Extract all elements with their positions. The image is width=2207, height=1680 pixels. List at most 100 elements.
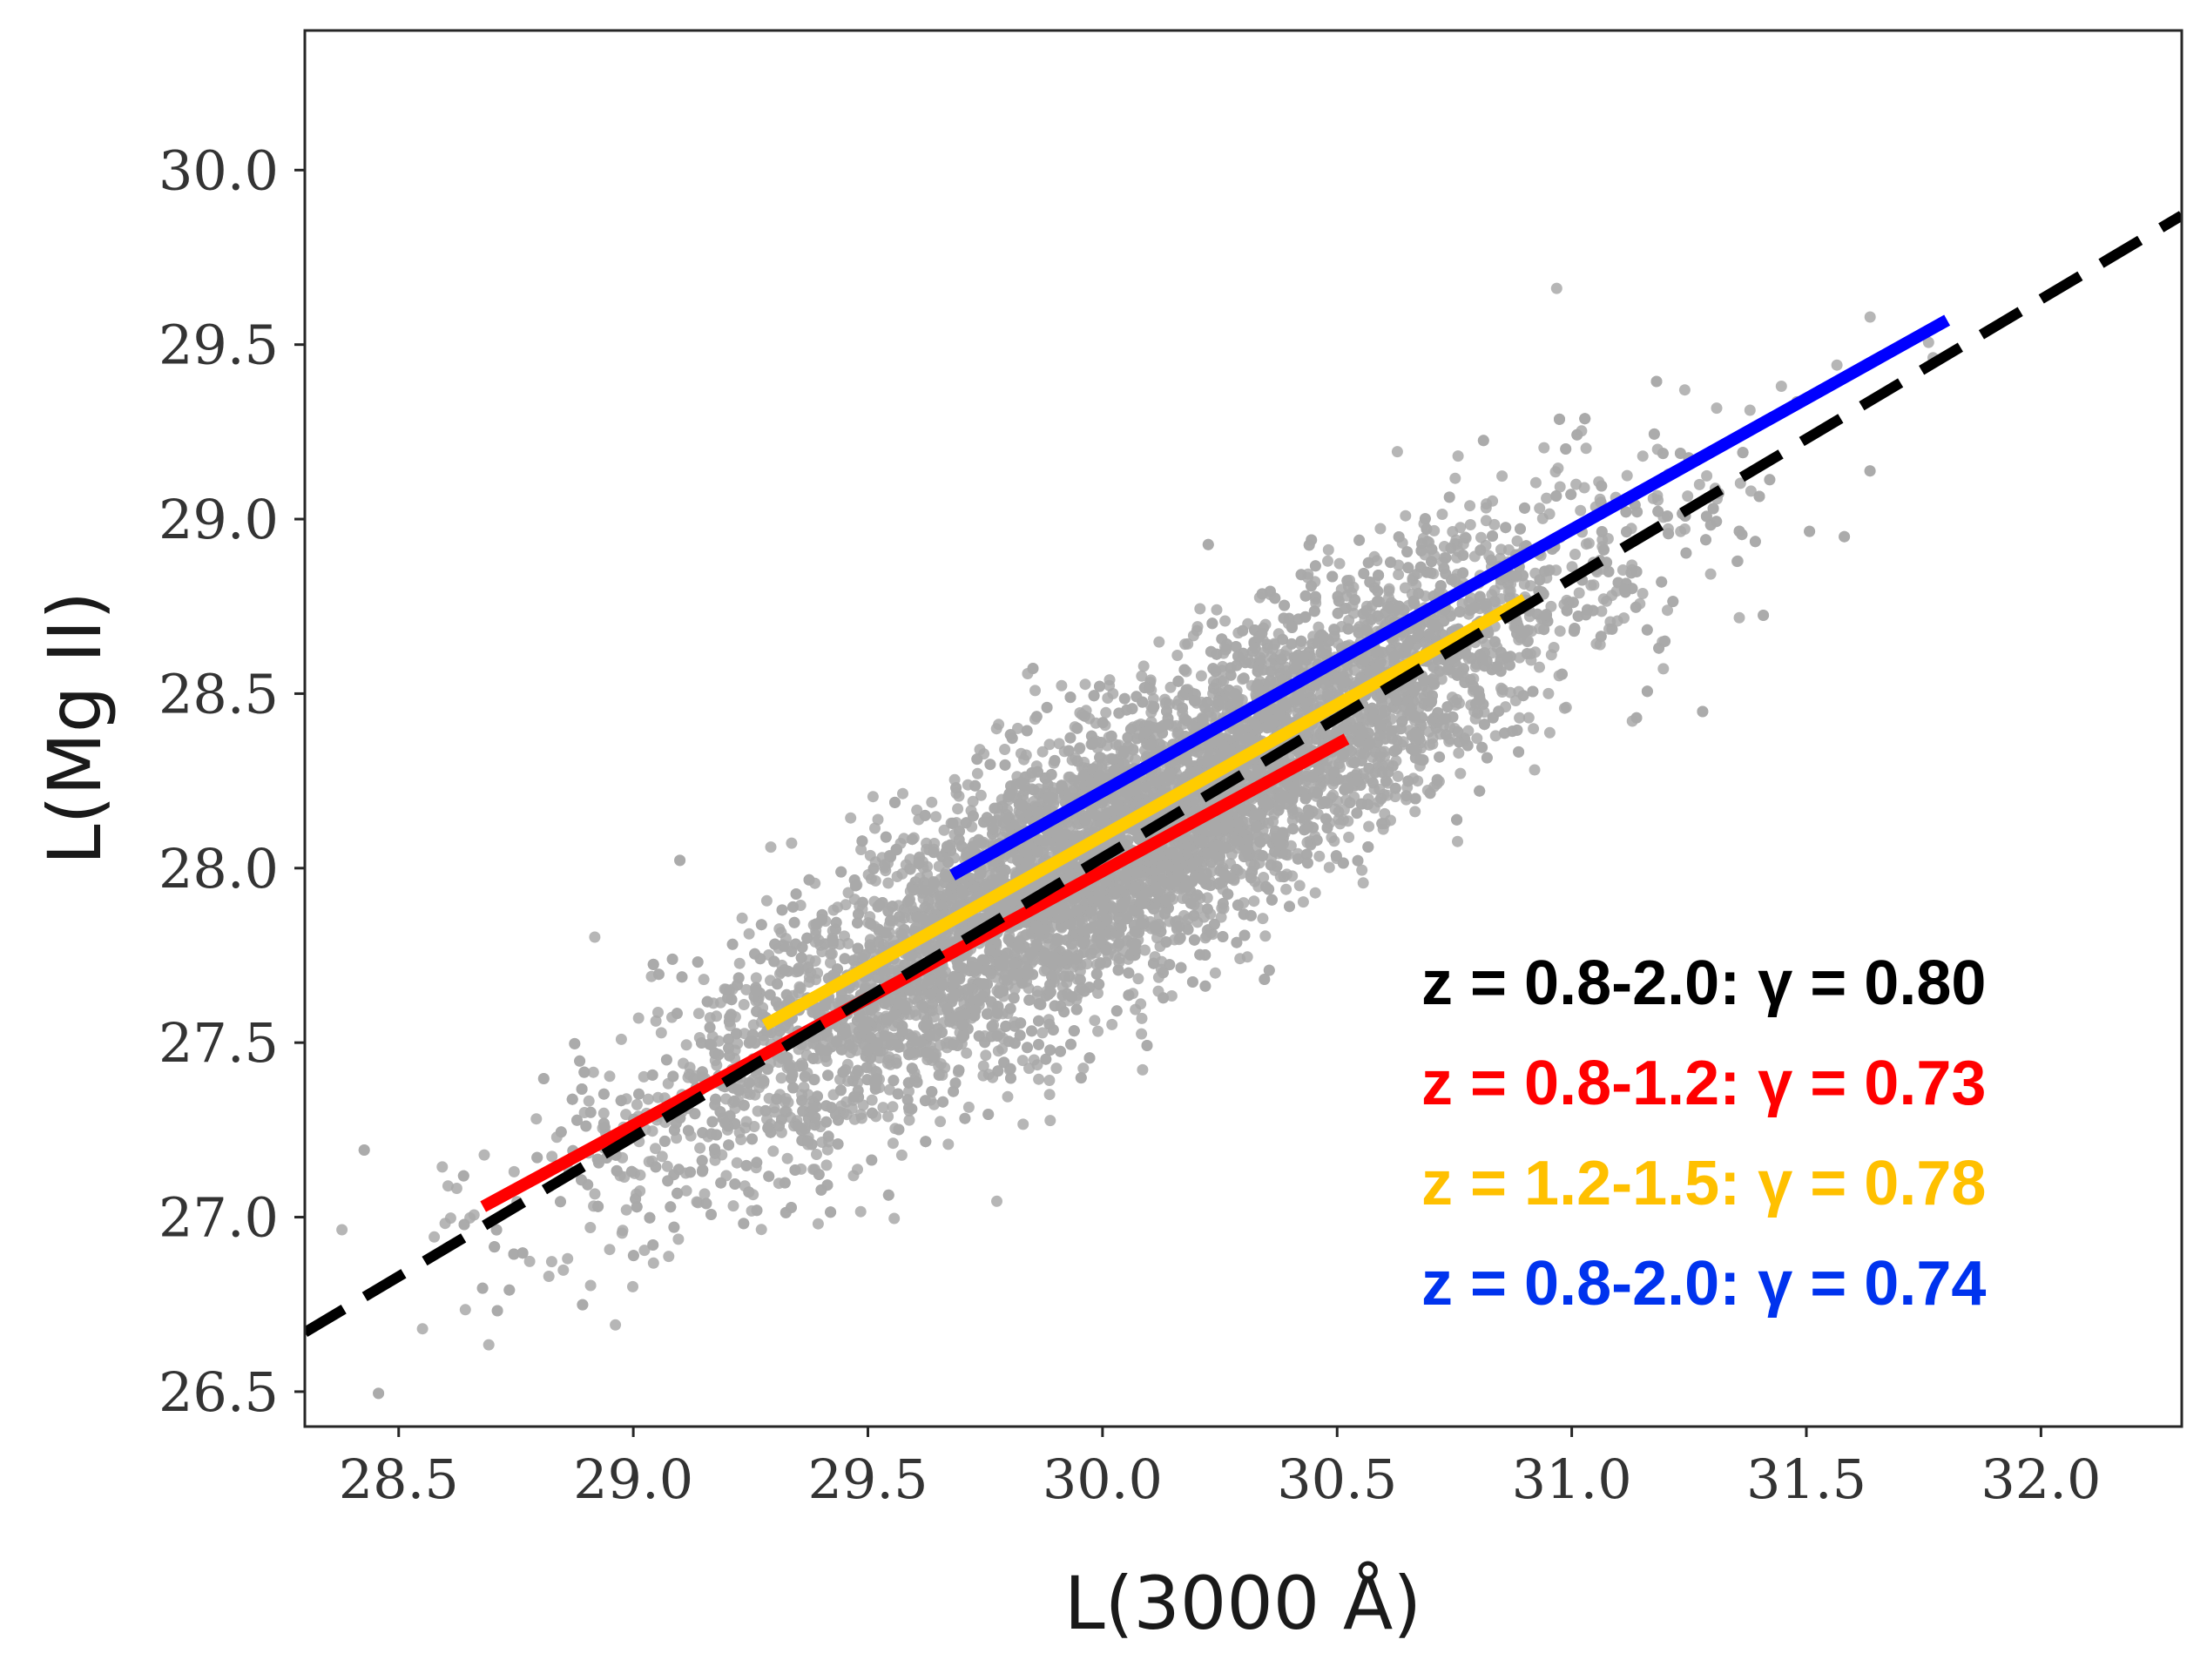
scatter-point — [416, 1323, 429, 1335]
scatter-point — [699, 1188, 711, 1200]
scatter-point — [767, 1145, 780, 1157]
scatter-point — [877, 1102, 889, 1114]
scatter-point — [974, 744, 986, 756]
scatter-point — [1056, 679, 1068, 692]
scatter-point — [835, 1100, 847, 1112]
scatter-point — [855, 1109, 867, 1120]
scatter-point — [1495, 682, 1507, 694]
scatter-point — [1136, 670, 1148, 682]
scatter-point — [1357, 877, 1369, 889]
scatter-point — [1452, 450, 1464, 462]
scatter-point — [1522, 712, 1535, 724]
scatter-point — [733, 957, 746, 969]
scatter-point — [882, 877, 894, 889]
scatter-point — [1209, 967, 1221, 979]
scatter-point — [691, 1196, 703, 1208]
scatter-point — [1164, 681, 1177, 693]
scatter-point — [1050, 1063, 1063, 1075]
scatter-point — [1280, 883, 1292, 895]
scatter-point — [1286, 870, 1299, 882]
scatter-point — [543, 1271, 555, 1282]
scatter-point — [1137, 1063, 1149, 1076]
scatter-point — [1775, 381, 1787, 392]
scatter-point — [1606, 590, 1618, 602]
scatter-point — [587, 1066, 599, 1078]
scatter-point — [1400, 509, 1412, 522]
scatter-point — [1464, 500, 1476, 512]
scatter-point — [678, 1057, 689, 1069]
scatter-point — [793, 987, 805, 999]
scatter-point — [439, 1218, 451, 1230]
scatter-point — [638, 1070, 650, 1083]
scatter-point — [993, 719, 1005, 731]
scatter-point — [672, 1233, 685, 1245]
scatter-point — [1618, 612, 1630, 624]
scatter-point — [793, 1043, 805, 1056]
scatter-point — [1744, 404, 1756, 416]
scatter-point — [773, 923, 786, 935]
scatter-point — [1106, 1018, 1118, 1030]
scatter-point — [1549, 466, 1562, 478]
scatter-point — [1016, 1055, 1029, 1067]
scatter-point — [1033, 1073, 1045, 1085]
scatter-point — [627, 1280, 638, 1292]
scatter-point — [1219, 615, 1232, 627]
scatter-point — [760, 894, 773, 907]
scatter-point — [980, 1049, 992, 1062]
scatter-point — [1475, 531, 1487, 543]
scatter-point — [999, 744, 1011, 755]
scatter-point — [698, 974, 710, 986]
scatter-point — [450, 1183, 462, 1194]
scatter-point — [1313, 850, 1326, 862]
scatter-point — [895, 1149, 908, 1161]
scatter-point — [1374, 523, 1387, 535]
scatter-point — [1352, 712, 1364, 725]
scatter-point — [523, 1255, 536, 1267]
scatter-point — [1453, 747, 1465, 759]
scatter-point — [1043, 1075, 1056, 1086]
scatter-point — [650, 1015, 662, 1027]
scatter-point — [1031, 1059, 1043, 1071]
scatter-point — [1558, 702, 1570, 714]
scatter-point — [1215, 911, 1227, 923]
scatter-point — [1511, 535, 1523, 547]
scatter-point — [604, 1244, 616, 1256]
scatter-point — [930, 811, 942, 823]
scatter-point — [1580, 442, 1592, 455]
scatter-point — [811, 1149, 822, 1160]
scatter-point — [1258, 872, 1270, 883]
scatter-point — [1464, 519, 1476, 530]
scatter-point — [1036, 1027, 1049, 1039]
scatter-point — [680, 1184, 692, 1197]
scatter-point — [1637, 450, 1649, 462]
scatter-point — [1293, 880, 1306, 892]
scatter-point — [727, 1200, 739, 1212]
scatter-point — [1297, 896, 1309, 908]
scatter-point — [557, 1264, 570, 1276]
scatter-point — [442, 1180, 454, 1192]
scatter-point — [820, 1159, 833, 1171]
scatter-point — [1090, 947, 1102, 959]
scatter-point — [731, 1157, 743, 1169]
scatter-point — [1322, 543, 1334, 556]
scatter-point — [743, 928, 755, 940]
scatter-point — [615, 1033, 627, 1045]
scatter-point — [869, 874, 881, 887]
scatter-point — [928, 838, 941, 849]
scatter-point — [781, 1152, 793, 1164]
scatter-point — [1745, 485, 1757, 497]
scatter-point — [1104, 679, 1116, 692]
scatter-point — [1015, 747, 1027, 759]
scatter-point — [1136, 1012, 1148, 1024]
scatter-point — [1053, 738, 1065, 750]
scatter-point — [1206, 928, 1218, 941]
scatter-point — [638, 1245, 651, 1257]
scatter-point — [1191, 621, 1204, 633]
scatter-point — [1043, 1089, 1056, 1101]
scatter-point — [1392, 770, 1404, 782]
scatter-point — [1132, 973, 1144, 985]
scatter-point — [883, 1083, 895, 1096]
scatter-point — [1454, 522, 1467, 534]
scatter-point — [1704, 568, 1717, 580]
scatter-point — [610, 1319, 622, 1331]
